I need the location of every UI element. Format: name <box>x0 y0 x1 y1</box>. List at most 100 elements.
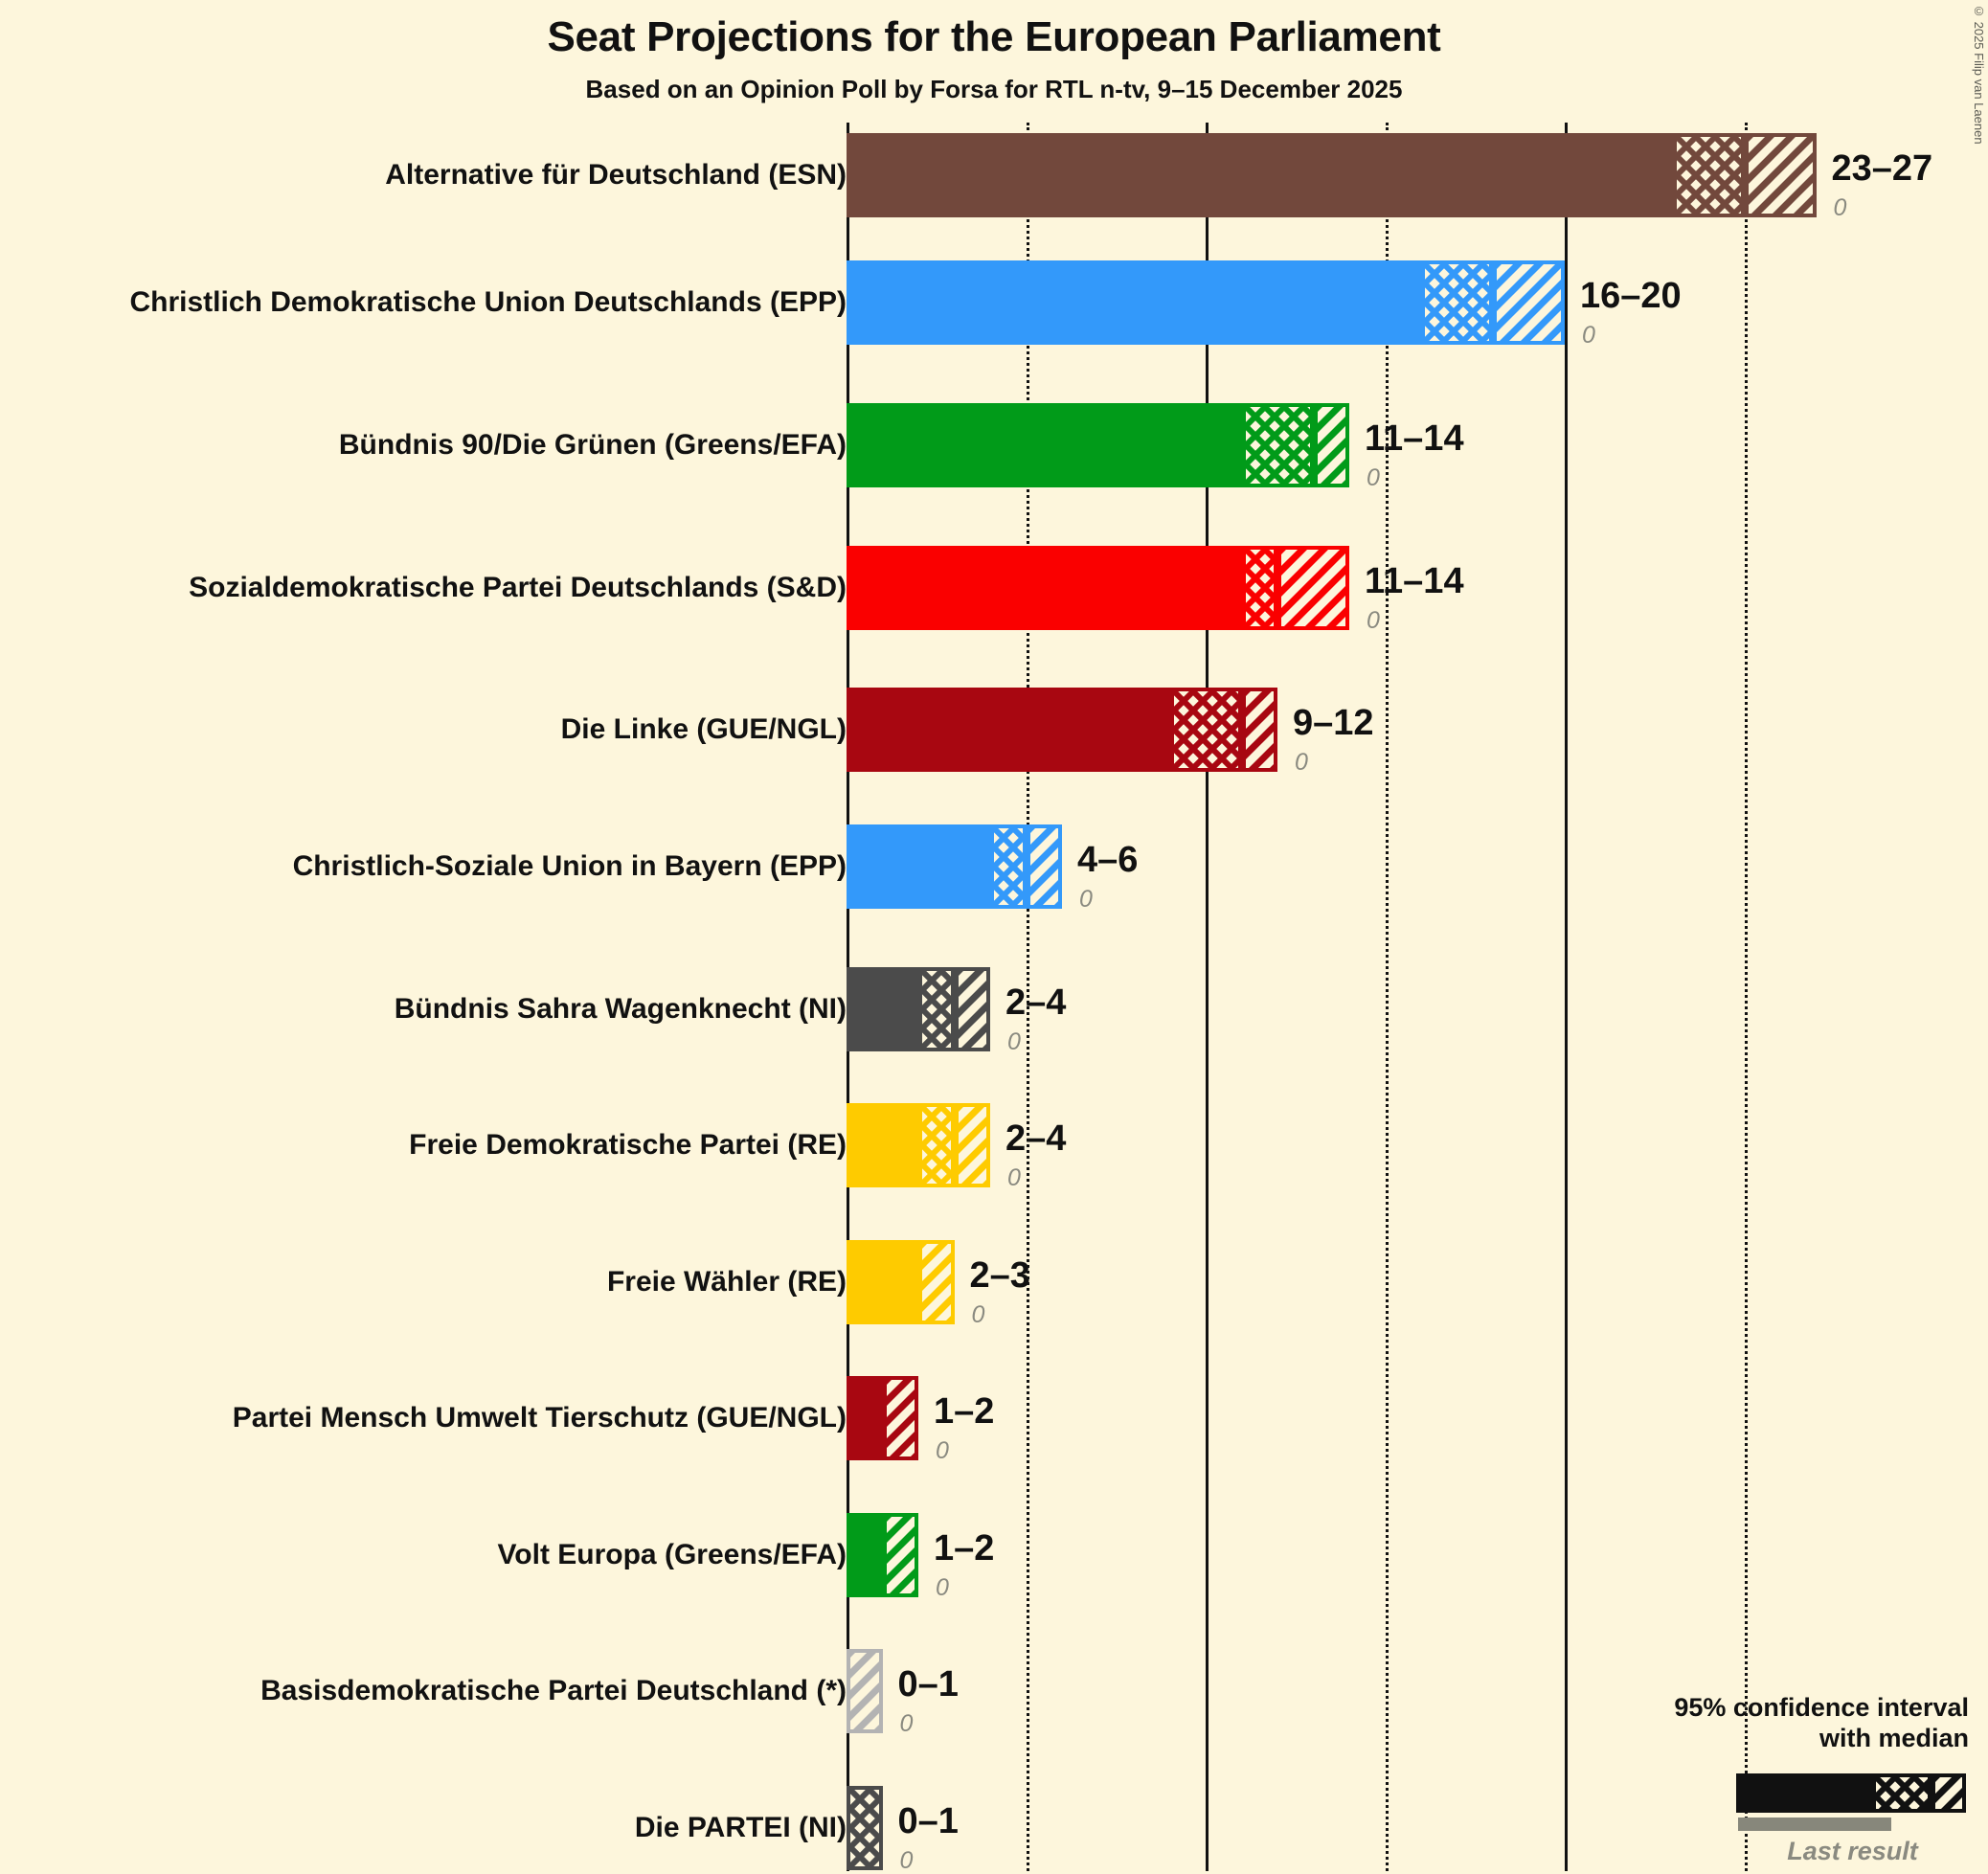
copyright-notice: © 2025 Filip van Laenen <box>1972 4 1986 145</box>
last-result-value: 0 <box>1079 886 1093 913</box>
party-label: Bündnis 90/Die Grünen (Greens/EFA) <box>338 429 847 461</box>
bar-segment-solid <box>847 1103 918 1187</box>
confidence-interval-bar <box>847 688 1277 772</box>
confidence-interval-bar <box>847 1513 918 1597</box>
bar-segment-solid <box>847 260 1421 345</box>
party-label: Basisdemokratische Partei Deutschland (*… <box>260 1675 847 1706</box>
seat-range-label: 11–14 <box>1365 418 1464 459</box>
last-result-value: 0 <box>1007 1028 1021 1055</box>
gridline-5 <box>1026 123 1029 1871</box>
party-label: Partei Mensch Umwelt Tierschutz (GUE/NGL… <box>232 1402 847 1434</box>
bar-segment-crosshatch <box>918 1103 955 1187</box>
bar-segment-hatch <box>954 1103 990 1187</box>
bar-segment-solid <box>847 1513 883 1597</box>
chart-row: Bündnis 90/Die Grünen (Greens/EFA) 11–14 0 <box>0 403 1988 491</box>
bar-segment-hatch <box>1026 824 1062 909</box>
legend-last-result-bar <box>1738 1818 1891 1831</box>
party-label: Freie Demokratische Partei (RE) <box>409 1129 847 1161</box>
bar-segment-hatch <box>882 1376 918 1460</box>
confidence-interval-bar <box>847 403 1349 487</box>
legend-segment-crosshatch <box>1872 1773 1932 1813</box>
chart-row: Christlich-Soziale Union in Bayern (EPP)… <box>0 824 1988 913</box>
chart-legend: 95% confidence interval with median Last… <box>1628 1693 1973 1865</box>
seat-range-label: 9–12 <box>1293 703 1374 743</box>
last-result-value: 0 <box>899 1847 914 1874</box>
legend-caption: 95% confidence interval with median <box>1628 1693 1973 1754</box>
confidence-interval-bar <box>847 1376 918 1460</box>
confidence-interval-bar <box>847 1103 990 1187</box>
chart-row: Basisdemokratische Partei Deutschland (*… <box>0 1649 1988 1737</box>
bar-segment-crosshatch <box>918 967 955 1051</box>
party-label: Christlich Demokratische Union Deutschla… <box>129 286 847 318</box>
bar-segment-crosshatch <box>1672 133 1745 217</box>
last-result-value: 0 <box>936 1437 949 1464</box>
last-result-value: 0 <box>1295 749 1308 776</box>
bar-segment-hatch <box>1493 260 1565 345</box>
seat-range-label: 11–14 <box>1365 561 1464 601</box>
party-label: Alternative für Deutschland (ESN) <box>385 159 847 191</box>
bar-segment-solid <box>847 1376 883 1460</box>
last-result-value: 0 <box>899 1710 914 1737</box>
bar-segment-solid <box>847 1240 918 1324</box>
seat-range-label: 0–1 <box>897 1664 959 1705</box>
chart-row: Partei Mensch Umwelt Tierschutz (GUE/NGL… <box>0 1376 1988 1464</box>
last-result-value: 0 <box>1367 464 1380 491</box>
last-result-value: 0 <box>971 1301 985 1328</box>
chart-row: Volt Europa (Greens/EFA) 1–2 0 <box>0 1513 1988 1601</box>
last-result-value: 0 <box>936 1574 949 1601</box>
party-label: Die PARTEI (NI) <box>634 1812 847 1843</box>
party-label: Volt Europa (Greens/EFA) <box>497 1539 847 1570</box>
gridline-25 <box>1744 123 1748 1871</box>
chart-row: Die Linke (GUE/NGL) 9–12 0 <box>0 688 1988 776</box>
bar-segment-crosshatch <box>1169 688 1242 772</box>
bar-segment-hatch <box>882 1513 918 1597</box>
party-label: Freie Wähler (RE) <box>606 1266 847 1298</box>
legend-last-result-label: Last result <box>1787 1837 1918 1865</box>
seat-range-label: 2–4 <box>1005 982 1067 1023</box>
bar-segment-hatch <box>954 967 990 1051</box>
confidence-interval-bar <box>847 1240 955 1324</box>
chart-row: Sozialdemokratische Partei Deutschlands … <box>0 546 1988 634</box>
chart-row: Freie Demokratische Partei (RE) 2–4 0 <box>0 1103 1988 1190</box>
legend-segment-hatch <box>1932 1773 1966 1813</box>
bar-segment-crosshatch <box>1241 546 1277 630</box>
seat-range-label: 2–4 <box>1005 1118 1067 1159</box>
party-label: Christlich-Soziale Union in Bayern (EPP) <box>292 850 847 882</box>
bar-segment-solid <box>847 546 1242 630</box>
chart-row: Alternative für Deutschland (ESN) 23–27 0 <box>0 133 1988 221</box>
party-label: Bündnis Sahra Wagenknecht (NI) <box>394 993 847 1025</box>
party-label: Sozialdemokratische Partei Deutschlands … <box>189 572 847 603</box>
chart-row: Freie Wähler (RE) 2–3 0 <box>0 1240 1988 1328</box>
bar-segment-crosshatch <box>1421 260 1493 345</box>
gridline-20 <box>1565 123 1568 1871</box>
bar-segment-solid <box>847 824 990 909</box>
legend-line-1: 95% confidence interval <box>1674 1693 1969 1722</box>
bar-segment-hatch <box>1313 403 1349 487</box>
seat-range-label: 16–20 <box>1580 276 1682 316</box>
seat-range-label: 0–1 <box>897 1801 959 1841</box>
last-result-value: 0 <box>1833 194 1847 221</box>
bar-segment-solid <box>847 967 918 1051</box>
confidence-interval-bar <box>847 546 1349 630</box>
confidence-interval-bar <box>847 1649 883 1733</box>
legend-confidence-interval-bar <box>1736 1773 1966 1813</box>
confidence-interval-bar <box>847 133 1817 217</box>
chart-subtitle: Based on an Opinion Poll by Forsa for RT… <box>585 75 1403 103</box>
seat-range-label: 23–27 <box>1831 148 1933 189</box>
last-result-value: 0 <box>1582 322 1595 349</box>
chart-row: Die PARTEI (NI) 0–1 0 <box>0 1786 1988 1874</box>
last-result-value: 0 <box>1367 607 1380 634</box>
page-title: Seat Projections for the European Parlia… <box>547 13 1441 60</box>
bar-segment-solid <box>847 133 1673 217</box>
confidence-interval-bar <box>847 260 1565 345</box>
legend-segment-solid <box>1736 1773 1872 1813</box>
confidence-interval-bar <box>847 967 990 1051</box>
bar-segment-solid <box>847 403 1242 487</box>
chart-row: Christlich Demokratische Union Deutschla… <box>0 260 1988 349</box>
bar-segment-crosshatch <box>990 824 1027 909</box>
seat-range-label: 1–2 <box>934 1391 995 1432</box>
gridline-10 <box>1206 123 1209 1871</box>
bar-segment-crosshatch <box>1241 403 1314 487</box>
confidence-interval-bar <box>847 824 1062 909</box>
